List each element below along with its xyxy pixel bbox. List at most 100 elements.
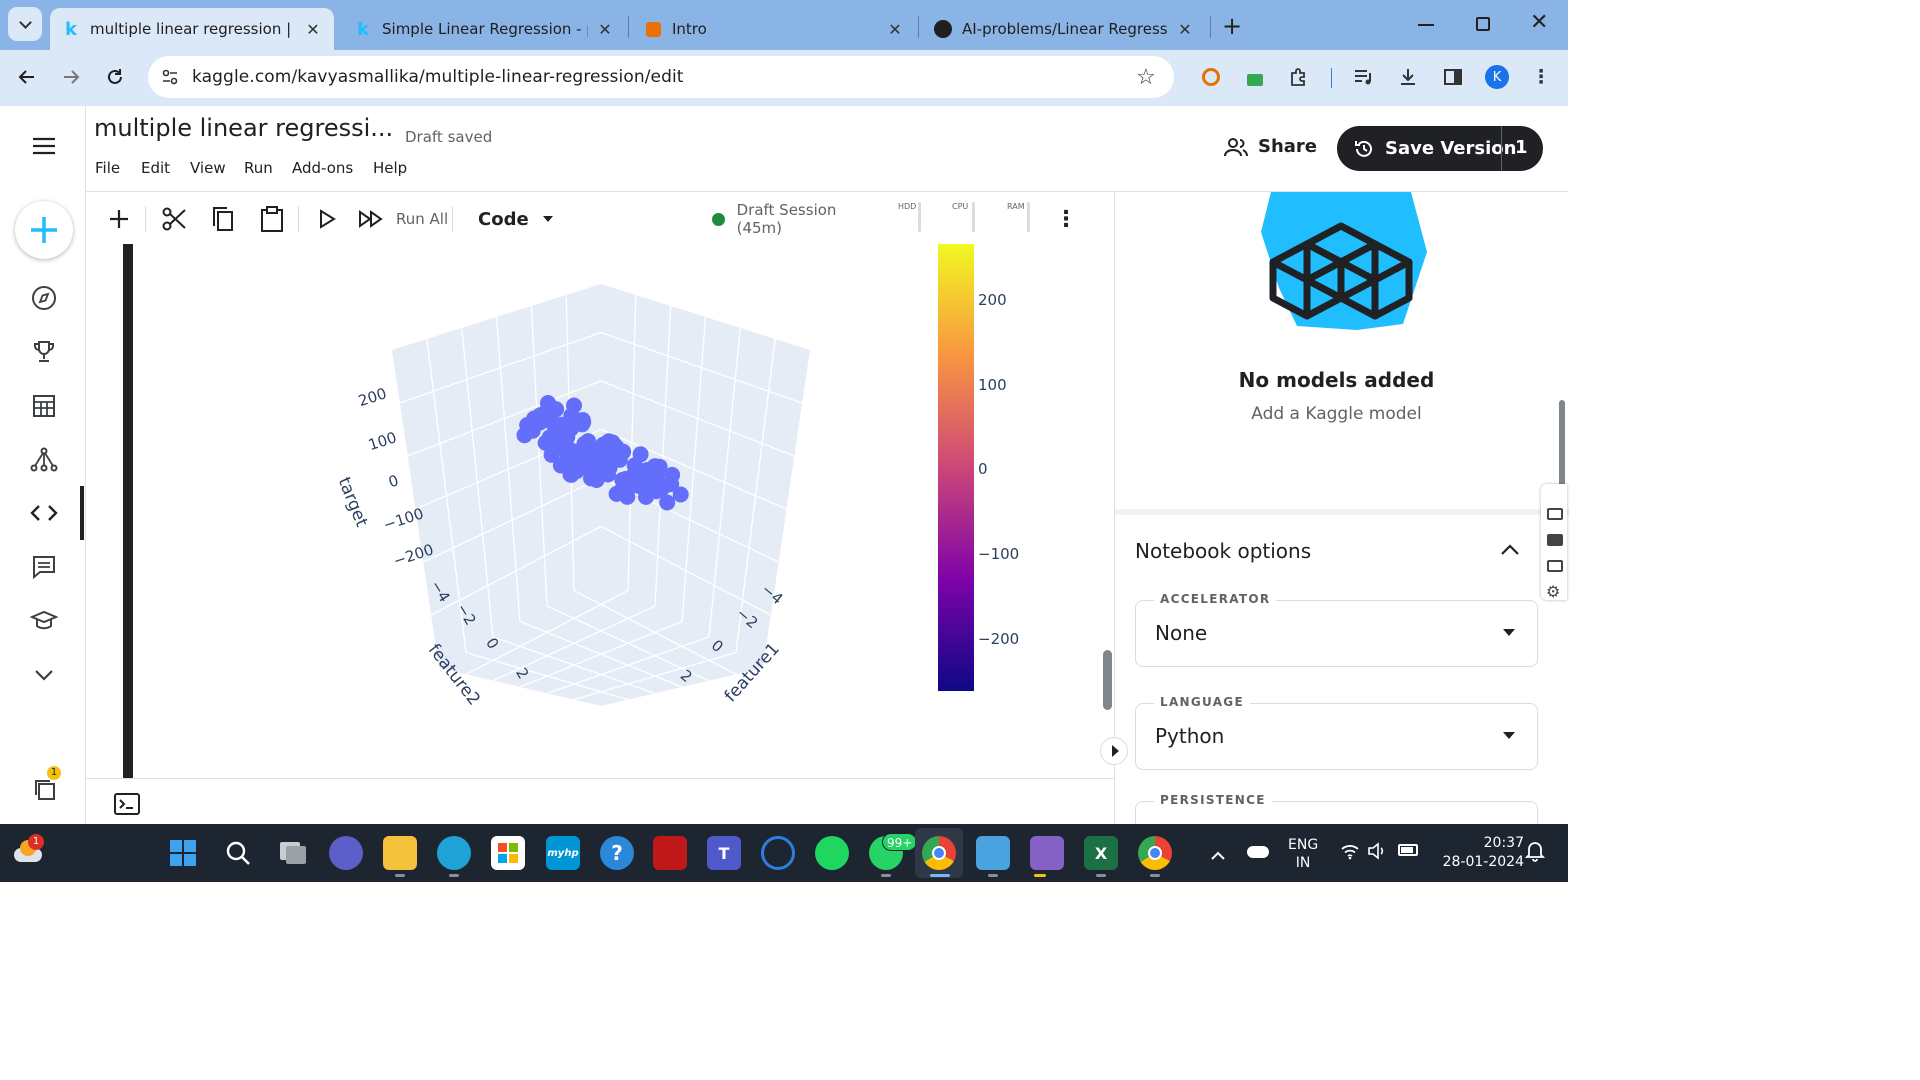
show-hidden-icons-chevron-icon[interactable] [1210,846,1226,865]
onedrive-cloud-icon[interactable] [1247,846,1269,858]
close-icon[interactable]: ✕ [306,19,320,39]
menu-file[interactable]: File [95,159,121,177]
get-help-icon[interactable]: ? [600,836,634,870]
visual-studio-icon[interactable] [1030,836,1064,870]
close-window-button[interactable]: ✕ [1530,10,1549,35]
settings-gear-icon[interactable]: ⚙ [1546,582,1561,601]
cell-type-select[interactable]: Code [478,206,558,232]
close-icon[interactable]: ✕ [888,19,902,39]
tab-search-button[interactable] [8,7,42,41]
tab-github-ai-problems[interactable]: AI-problems/Linear Regression/ ✕ [922,8,1206,50]
notebook-title[interactable]: multiple linear regressi... [94,114,394,142]
extension-1-icon[interactable] [1198,64,1224,90]
profile-avatar[interactable]: K [1484,64,1510,90]
video-icon[interactable] [1547,534,1563,546]
panel-scrollbar[interactable] [1559,400,1565,490]
extensions-puzzle-icon[interactable] [1286,64,1312,90]
media-control-icon[interactable] [1350,64,1376,90]
file-explorer-icon[interactable] [383,836,417,870]
notifications-bell-icon[interactable] [1524,840,1546,866]
save-version-button[interactable]: Save Version 1 [1337,126,1543,171]
clock[interactable]: 20:37 28-01-2024 [1432,834,1524,872]
trophy-icon[interactable] [26,334,62,370]
collapse-panel-button[interactable] [1100,737,1128,765]
tab-simple-linear-regression[interactable]: k Simple Linear Regression - plac ✕ [342,8,626,50]
close-icon[interactable]: ✕ [1178,19,1192,39]
persistence-select[interactable]: PERSISTENCE [1135,793,1538,841]
paste-button[interactable] [258,206,286,232]
more-options-icon[interactable]: ⋮ [1055,206,1077,232]
notepad-icon[interactable] [976,836,1010,870]
run-all-button[interactable]: Run All [358,206,450,232]
lock-extension-icon[interactable] [1242,64,1268,90]
table-icon[interactable] [26,388,62,424]
new-tab-button[interactable]: + [1221,12,1243,40]
recently-viewed-icon[interactable] [26,771,62,807]
webex-icon[interactable] [761,836,795,870]
battery-icon[interactable] [1398,844,1418,856]
spotify-icon[interactable] [815,836,849,870]
z-tick-label: 0 [386,471,401,491]
chrome-profile-icon[interactable] [1138,836,1172,870]
tab-intro[interactable]: Intro ✕ [632,8,916,50]
discussion-icon[interactable] [26,549,62,585]
side-panel-icon[interactable] [1440,64,1466,90]
clock-time: 20:37 [1483,835,1524,851]
copy-button[interactable] [209,206,237,232]
accelerator-select[interactable]: ACCELERATOR None [1135,592,1538,667]
menu-run[interactable]: Run [244,159,273,177]
edge-browser-icon[interactable] [437,836,471,870]
teams-icon[interactable]: T [707,836,741,870]
add-cell-button[interactable] [106,206,132,232]
microsoft-store-icon[interactable] [491,836,525,870]
wifi-icon[interactable] [1340,842,1360,864]
tab-multiple-linear-regression[interactable]: k multiple linear regression | Kag ✕ [50,8,334,50]
image-icon[interactable] [1547,560,1563,572]
address-bar[interactable]: kaggle.com/kavyasmallika/multiple-linear… [148,56,1174,98]
learn-graduation-cap-icon[interactable] [26,603,62,639]
search-icon[interactable] [221,836,255,870]
models-network-icon[interactable] [26,442,62,478]
site-info-icon[interactable] [160,67,180,87]
browser-menu-icon[interactable]: ⋮ [1531,66,1551,88]
menu-help[interactable]: Help [373,159,408,177]
notebook-scrollbar[interactable] [1103,650,1112,710]
download-icon[interactable] [1395,64,1421,90]
reload-button[interactable] [102,64,128,90]
hamburger-menu-icon[interactable] [26,128,62,164]
chevron-up-icon[interactable] [1500,544,1520,556]
3d-scatter-plot[interactable]: 200 100 0 −100 −200 target −4 −2 0 2 fea… [86,244,1114,778]
chevron-down-icon[interactable] [26,657,62,693]
minimize-button[interactable] [1418,24,1434,26]
language-select[interactable]: LANGUAGE Python [1135,695,1538,770]
share-button[interactable]: Share [1224,136,1317,157]
forward-button[interactable] [58,64,84,90]
create-button[interactable] [15,201,73,259]
compass-icon[interactable] [26,280,62,316]
grid-line [600,428,787,510]
close-icon[interactable]: ✕ [598,19,612,39]
task-view-icon[interactable] [276,836,310,870]
bookmark-star-icon[interactable]: ☆ [1136,65,1156,90]
volume-icon[interactable] [1367,842,1387,864]
teams-chat-icon[interactable] [329,836,363,870]
draft-session-indicator[interactable]: Draft Session (45m) [712,201,882,237]
cut-button[interactable] [160,206,188,232]
excel-icon[interactable]: X [1084,836,1118,870]
session-label: Draft Session (45m) [736,201,837,237]
mcafee-icon[interactable] [653,836,687,870]
camera-icon[interactable] [1547,508,1563,520]
console-terminal-icon[interactable] [114,793,140,819]
menu-add-ons[interactable]: Add-ons [292,159,354,177]
menu-view[interactable]: View [190,159,226,177]
add-model-link[interactable]: Add a Kaggle model [1251,404,1422,424]
language-indicator[interactable]: ENG IN [1288,836,1318,872]
start-windows-icon[interactable] [166,836,200,870]
run-cell-button[interactable] [314,206,340,232]
chrome-icon[interactable] [922,836,956,870]
back-button[interactable] [14,64,40,90]
menu-edit[interactable]: Edit [141,159,171,177]
restore-button[interactable] [1476,17,1490,31]
myhp-icon[interactable]: myhp [546,836,580,870]
code-icon[interactable] [26,495,62,531]
